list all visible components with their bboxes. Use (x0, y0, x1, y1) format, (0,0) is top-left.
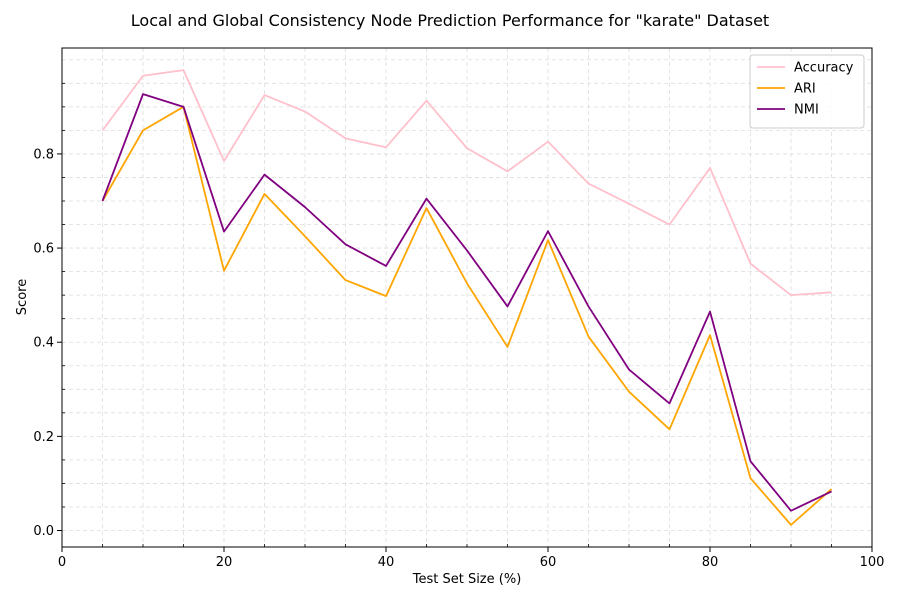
x-tick-label: 0 (58, 555, 66, 570)
plot-lines (101, 69, 833, 526)
legend-label-ari: ARI (794, 82, 816, 97)
chart-title: Local and Global Consistency Node Predic… (131, 11, 769, 30)
axis-ticks: 0 20 40 60 80 100 0.0 0.2 0.4 0.6 0.8 (33, 82, 885, 570)
y-tick-label: 0.2 (33, 430, 54, 445)
y-tick-label: 0.6 (33, 242, 54, 257)
x-tick-label: 100 (860, 555, 885, 570)
series-line-ari (101, 105, 833, 526)
y-tick-label: 0.8 (33, 147, 54, 162)
y-tick-label: 0.0 (33, 524, 54, 539)
legend-label-nmi: NMI (794, 103, 819, 118)
y-axis-label: Score (15, 279, 30, 315)
x-tick-label: 80 (702, 555, 719, 570)
x-tick-label: 40 (378, 555, 395, 570)
x-axis-label: Test Set Size (%) (412, 572, 522, 587)
series-line-accuracy (101, 69, 832, 297)
legend-label-accuracy: Accuracy (794, 61, 854, 76)
series-line-nmi (101, 93, 832, 512)
x-tick-label: 60 (540, 555, 557, 570)
legend: Accuracy ARI NMI (749, 54, 865, 129)
y-tick-label: 0.4 (33, 336, 54, 351)
x-tick-label: 20 (216, 555, 233, 570)
